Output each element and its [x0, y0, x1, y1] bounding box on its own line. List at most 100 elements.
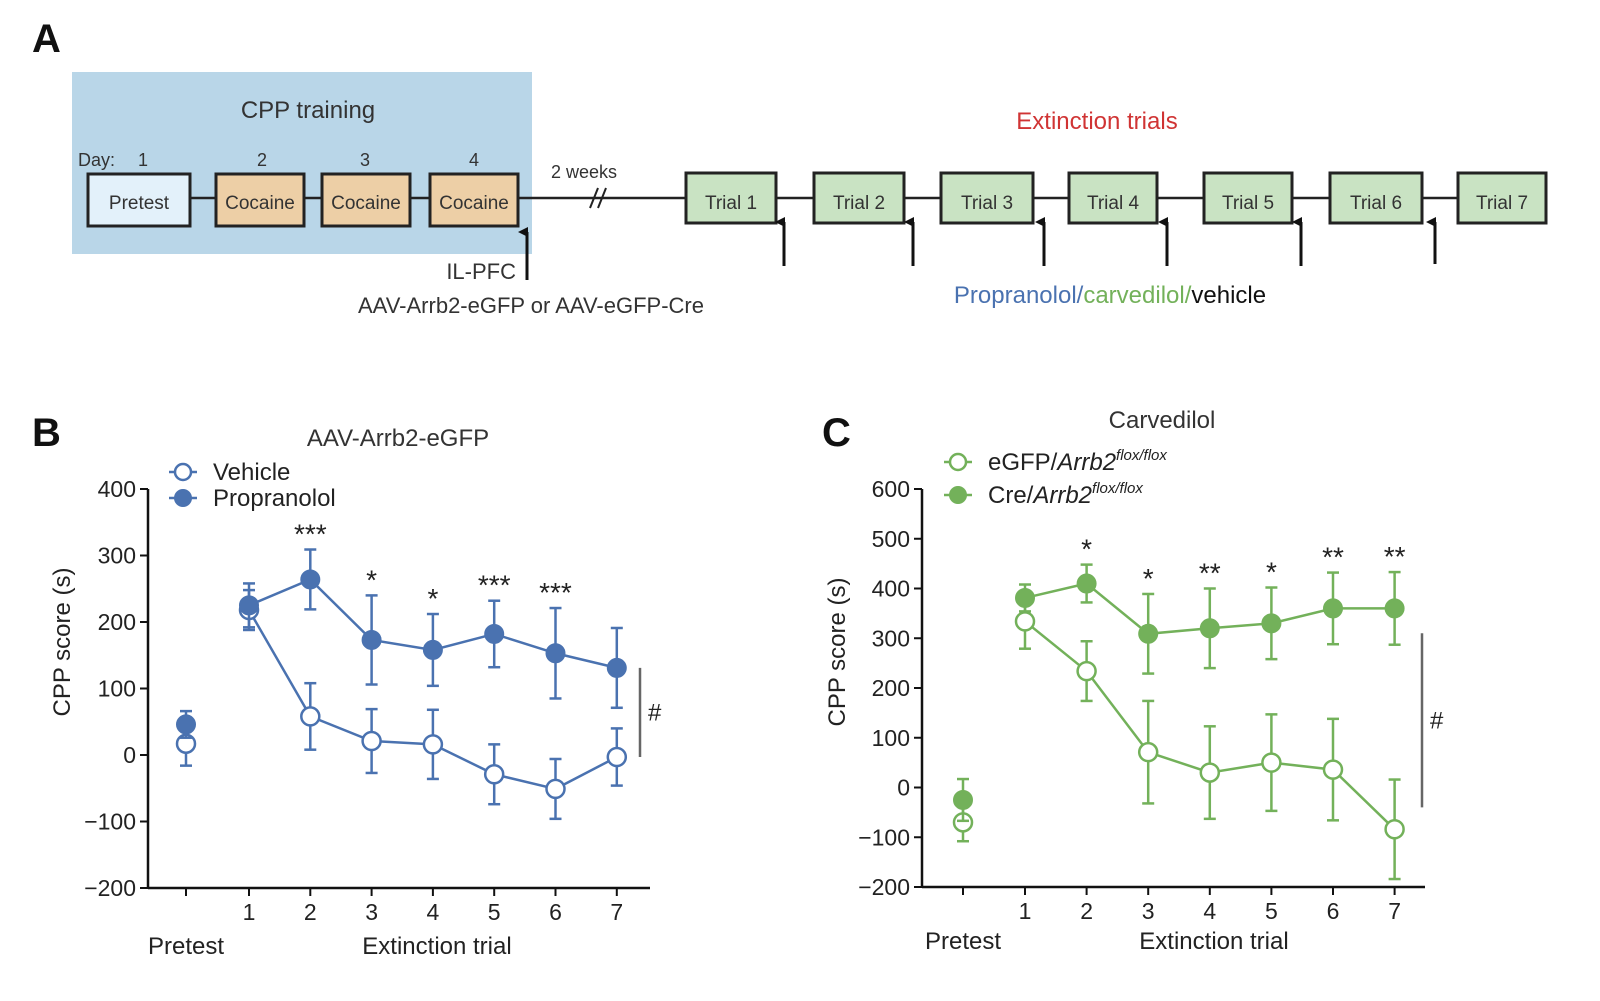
panel-b-y-tick-label: −100	[84, 809, 136, 835]
trial-7-label: Trial 7	[1476, 193, 1528, 214]
panel-c-series-open-point	[1076, 660, 1097, 682]
panel-c-pretest-label: Pretest	[925, 928, 1001, 955]
panel-c-legend-label-prefix: eGFP/	[988, 449, 1058, 476]
drug-label-carvedilol: carvedilol/	[1083, 282, 1191, 309]
panel-b-series-filled-point	[484, 623, 505, 644]
panel-c-chart: C Carvedilol eGFP/Arrb2 flox/floxCre/Arrb…	[822, 407, 1444, 955]
panel-a-letter: A	[32, 17, 61, 61]
panel-c-series-open-point	[1322, 759, 1344, 780]
panel-c-series-open-point	[1014, 611, 1036, 632]
trial-1-box	[684, 171, 778, 225]
panel-b-series-open-point	[483, 764, 505, 785]
day-label: Day:	[78, 150, 115, 170]
day-1-label: 1	[138, 150, 148, 170]
panel-c-legend-label-superscript: flox/flox	[1092, 480, 1143, 497]
pretest-box-label: Pretest	[109, 193, 170, 214]
day-2-label: 2	[257, 150, 267, 170]
cpp-training-title: CPP training	[241, 97, 375, 124]
panel-c-letter: C	[822, 411, 851, 455]
panel-b-x-tick-label: 5	[488, 899, 501, 925]
trial-4-box	[1067, 171, 1159, 225]
panel-c-series-filled-point	[1199, 618, 1220, 639]
panel-c-significance-label: **	[1322, 542, 1344, 573]
panel-c-y-tick-label: 400	[872, 576, 910, 602]
trial-2-label: Trial 2	[833, 193, 885, 214]
panel-b-series-open-point	[606, 746, 628, 768]
panel-b-title: AAV-Arrb2-eGFP	[307, 425, 489, 452]
trial-2-box	[812, 171, 906, 225]
panel-c-series-filled-point	[1015, 587, 1035, 608]
panel-c-significance-label: **	[1199, 558, 1221, 589]
trial-boxes: Trial 1 Trial 2 Trial 3 Trial 4 Trial 5 …	[684, 171, 1548, 225]
panel-c-legend-label-prefix: Cre/	[988, 482, 1034, 509]
trial-6-box	[1328, 171, 1424, 225]
trial-5-label: Trial 5	[1222, 193, 1274, 214]
trial-4-label: Trial 4	[1087, 193, 1140, 214]
panel-b-series-filled-point	[422, 639, 443, 660]
panel-c-legend-label: Cre/Arrb2flox/flox	[988, 480, 1143, 509]
panel-c-legend-label-gene: Arrb2	[1055, 449, 1116, 476]
trial-7-box	[1456, 171, 1548, 225]
cocaine-box-day-4-label: Cocaine	[439, 193, 509, 214]
panel-c-x-tick-label: 4	[1203, 898, 1216, 924]
timeline-break-mark	[589, 187, 599, 209]
panel-c-y-tick-label: 600	[872, 476, 910, 502]
panel-c-series-open-point	[1199, 762, 1221, 783]
drug-label-vehicle: vehicle	[1191, 282, 1266, 309]
panel-b-y-tick-label: 0	[123, 742, 136, 768]
panel-c-y-tick-label: −100	[858, 824, 910, 850]
panel-b-x-tick-label: 7	[610, 899, 623, 925]
panel-b-significance-label: ***	[294, 519, 327, 550]
panel-c-series-open-point	[1261, 752, 1282, 773]
panel-c-y-tick-label: 100	[872, 725, 910, 751]
panel-c-x-tick-label: 2	[1080, 898, 1093, 924]
panel-b-significance-label: *	[427, 583, 438, 614]
pretest-box	[86, 172, 192, 228]
panel-b-x-tick-label: 4	[427, 899, 440, 925]
cocaine-box-day-3	[320, 172, 412, 228]
panel-c-x-tick-label: 7	[1388, 898, 1401, 924]
panel-b-series-filled-pretest-point	[176, 714, 196, 735]
panel-c-series-open-point	[1384, 819, 1405, 840]
extinction-trials-title: Extinction trials	[1016, 108, 1177, 135]
panel-b-y-tick-label: 200	[98, 609, 136, 635]
panel-c-x-axis-label: Extinction trial	[1139, 928, 1288, 955]
panel-c-y-tick-label: −200	[858, 874, 910, 900]
panel-c-y-tick-label: 500	[872, 526, 910, 552]
panel-c-y-tick-label: 300	[872, 625, 910, 651]
panel-b-pretest-label: Pretest	[148, 933, 224, 960]
panel-b-bracket-label: #	[648, 699, 662, 726]
panel-c-title: Carvedilol	[1109, 407, 1216, 434]
panel-c-x-tick-label: 6	[1327, 898, 1340, 924]
drug-label: Propranolol/carvedilol/vehicle	[954, 282, 1266, 309]
panel-b-y-tick-label: 100	[98, 676, 136, 702]
panel-b-x-tick-label: 2	[304, 899, 317, 925]
panel-c-y-tick-label: 200	[872, 675, 910, 701]
panel-c-significance-label: *	[1081, 534, 1092, 565]
panel-b-y-tick-label: 300	[98, 543, 136, 569]
panel-a-timeline: A CPP training Day: 1 2 3 4 2 weeks Pret…	[32, 17, 1548, 318]
panel-c-series-open-point	[1137, 741, 1159, 763]
panel-b-legend-label: Vehicle	[213, 459, 290, 486]
trial-6-label: Trial 6	[1350, 193, 1402, 214]
panel-c-series-filled-point	[1323, 598, 1343, 619]
panel-c-y-tick-label: 0	[897, 775, 910, 801]
panel-c-series-filled-point	[1076, 573, 1097, 594]
trial-3-label: Trial 3	[961, 193, 1013, 214]
panel-c-series-filled-pretest-point	[953, 789, 973, 810]
panel-b-significance-label: ***	[478, 570, 511, 601]
two-weeks-label: 2 weeks	[551, 162, 617, 182]
panel-b-series-filled-point	[606, 657, 627, 678]
panel-b-legend-marker	[173, 462, 193, 482]
cocaine-box-day-3-label: Cocaine	[331, 193, 401, 214]
panel-b-x-tick-label: 3	[365, 899, 378, 925]
panel-b-x-tick-label: 6	[549, 899, 562, 925]
panel-b-x-tick-label: 1	[243, 899, 256, 925]
panel-b-series-open-point	[300, 706, 321, 727]
